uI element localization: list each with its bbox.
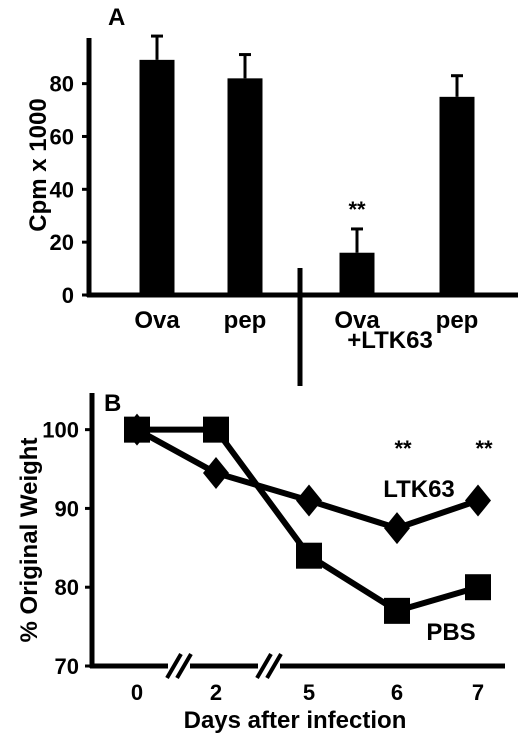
panel-b-series-labels: LTK63 PBS (383, 476, 475, 646)
panel-b-y-ticks: 70 80 90 100 (42, 418, 92, 679)
x-tick-label: 6 (391, 680, 403, 705)
square-marker (296, 542, 322, 569)
square-marker (203, 416, 229, 443)
x-tick-label: 2 (210, 680, 222, 705)
square-marker (384, 597, 410, 624)
panel-b-axis-breaks (165, 652, 283, 680)
x-tick-label: pep (436, 307, 479, 334)
panel-b-markers (124, 413, 491, 624)
panel-b-x-axis-label: Days after infection (184, 707, 407, 734)
significance-marker: ** (475, 436, 493, 461)
axis-break-gap (258, 652, 280, 680)
x-tick-label: 7 (472, 680, 484, 705)
series-label-ltk63: LTK63 (383, 476, 455, 503)
significance-marker: ** (348, 197, 366, 222)
x-tick-label: 5 (303, 680, 315, 705)
panel-a-label: A (108, 4, 125, 31)
square-marker (465, 574, 491, 601)
bar (439, 96, 475, 295)
panel-a-y-axis-label: Cpm x 1000 (25, 98, 52, 231)
bar (339, 252, 375, 295)
square-marker (124, 416, 150, 443)
y-tick-label: 80 (55, 575, 79, 600)
diamond-marker (465, 484, 491, 517)
axis-break-slash (265, 652, 283, 680)
x-tick-label: Ova (134, 307, 180, 334)
panel-a-y-ticks: 0 20 40 60 80 (50, 72, 89, 308)
y-tick-label: 100 (42, 418, 79, 443)
panel-a-bars: ** (139, 34, 475, 295)
panel-a: A Cpm x 1000 0 20 40 60 80 ** Ova pep Ova pep +… (25, 4, 518, 386)
axis-break-slash (175, 652, 193, 680)
y-tick-label: 90 (55, 496, 79, 521)
diamond-marker (296, 484, 322, 517)
series-label-pbs: PBS (426, 619, 475, 646)
y-tick-label: 70 (55, 654, 79, 679)
y-tick-label: 80 (50, 72, 74, 97)
panel-b-y-axis-label: % Original Weight (16, 438, 43, 643)
bar (139, 59, 175, 295)
panel-a-group-label: +LTK63 (347, 327, 433, 354)
axis-break-gap (168, 652, 190, 680)
diamond-marker (203, 456, 229, 489)
axis-break-slash (255, 652, 273, 680)
panel-a-x-ticks: Ova pep Ova pep (134, 307, 478, 334)
diamond-marker (384, 512, 410, 545)
y-tick-label: 20 (50, 230, 74, 255)
panel-b-x-ticks: 0 2 5 6 7 (131, 680, 484, 705)
x-tick-label: Ova (334, 307, 380, 334)
bar (227, 78, 263, 295)
panel-b-label: B (104, 390, 121, 417)
panel-b: B % Original Weight 70 80 90 100 0 2 5 6 7 LTK6… (16, 390, 505, 734)
panel-b-significance: ** ** (394, 436, 493, 461)
y-tick-label: 40 (50, 177, 74, 202)
significance-marker: ** (394, 436, 412, 461)
axis-break-slash (165, 652, 183, 680)
x-tick-label: pep (224, 307, 267, 334)
y-tick-label: 0 (62, 283, 74, 308)
y-tick-label: 60 (50, 124, 74, 149)
x-tick-label: 0 (131, 680, 143, 705)
panel-b-series-lines (135, 426, 479, 614)
